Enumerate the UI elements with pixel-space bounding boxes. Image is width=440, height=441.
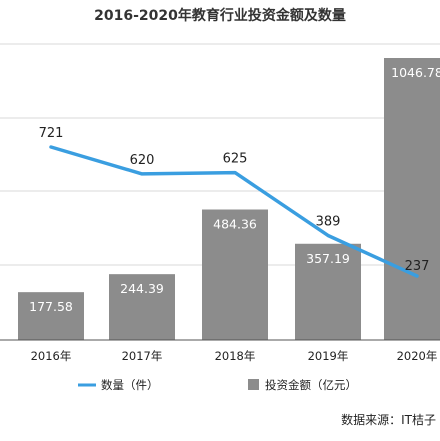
line-point-1 bbox=[140, 172, 144, 176]
bar-1 bbox=[109, 274, 175, 340]
bar-3 bbox=[295, 243, 361, 340]
line-label-2: 625 bbox=[223, 152, 248, 167]
line-series bbox=[49, 145, 419, 278]
bar-2 bbox=[202, 209, 268, 340]
x-tick-1: 2017年 bbox=[122, 349, 163, 363]
bar-label-2: 484.36 bbox=[213, 217, 257, 232]
bar-label-4: 1046.78 bbox=[391, 65, 440, 80]
source-note: 数据来源：IT桔子 bbox=[341, 412, 436, 427]
line-point-3 bbox=[326, 233, 330, 237]
x-tick-4: 2020年 bbox=[397, 349, 438, 363]
bar-0 bbox=[18, 292, 84, 340]
bar-label-1: 244.39 bbox=[120, 281, 164, 296]
bar-label-3: 357.19 bbox=[306, 251, 350, 266]
x-axis-tick-labels: 2016年 2017年 2018年 2019年 2020年 bbox=[31, 349, 438, 363]
line-label-0: 721 bbox=[39, 126, 64, 141]
bar-value-labels: 177.58 244.39 484.36 357.19 1046.78 bbox=[29, 65, 440, 314]
line-point-0 bbox=[49, 145, 53, 149]
x-tick-0: 2016年 bbox=[31, 349, 72, 363]
legend: 数量（件） 投资金额（亿元） bbox=[78, 378, 357, 392]
chart-title: 2016-2020年教育行业投资金额及数量 bbox=[94, 7, 346, 24]
legend-bar-swatch bbox=[248, 379, 259, 390]
bar-label-0: 177.58 bbox=[29, 299, 73, 314]
legend-line-label: 数量（件） bbox=[101, 378, 159, 392]
line-label-4: 237 bbox=[405, 259, 430, 274]
line-value-labels: 721 620 625 389 237 bbox=[39, 126, 430, 274]
line-point-2 bbox=[233, 171, 237, 175]
x-tick-2: 2018年 bbox=[215, 349, 256, 363]
x-tick-3: 2019年 bbox=[308, 349, 349, 363]
bar-series bbox=[18, 58, 440, 340]
bar-4 bbox=[384, 58, 440, 340]
legend-bar-label: 投资金额（亿元） bbox=[265, 378, 357, 392]
line-point-4 bbox=[415, 274, 419, 278]
line-label-3: 389 bbox=[316, 214, 341, 229]
line-label-1: 620 bbox=[130, 153, 155, 168]
